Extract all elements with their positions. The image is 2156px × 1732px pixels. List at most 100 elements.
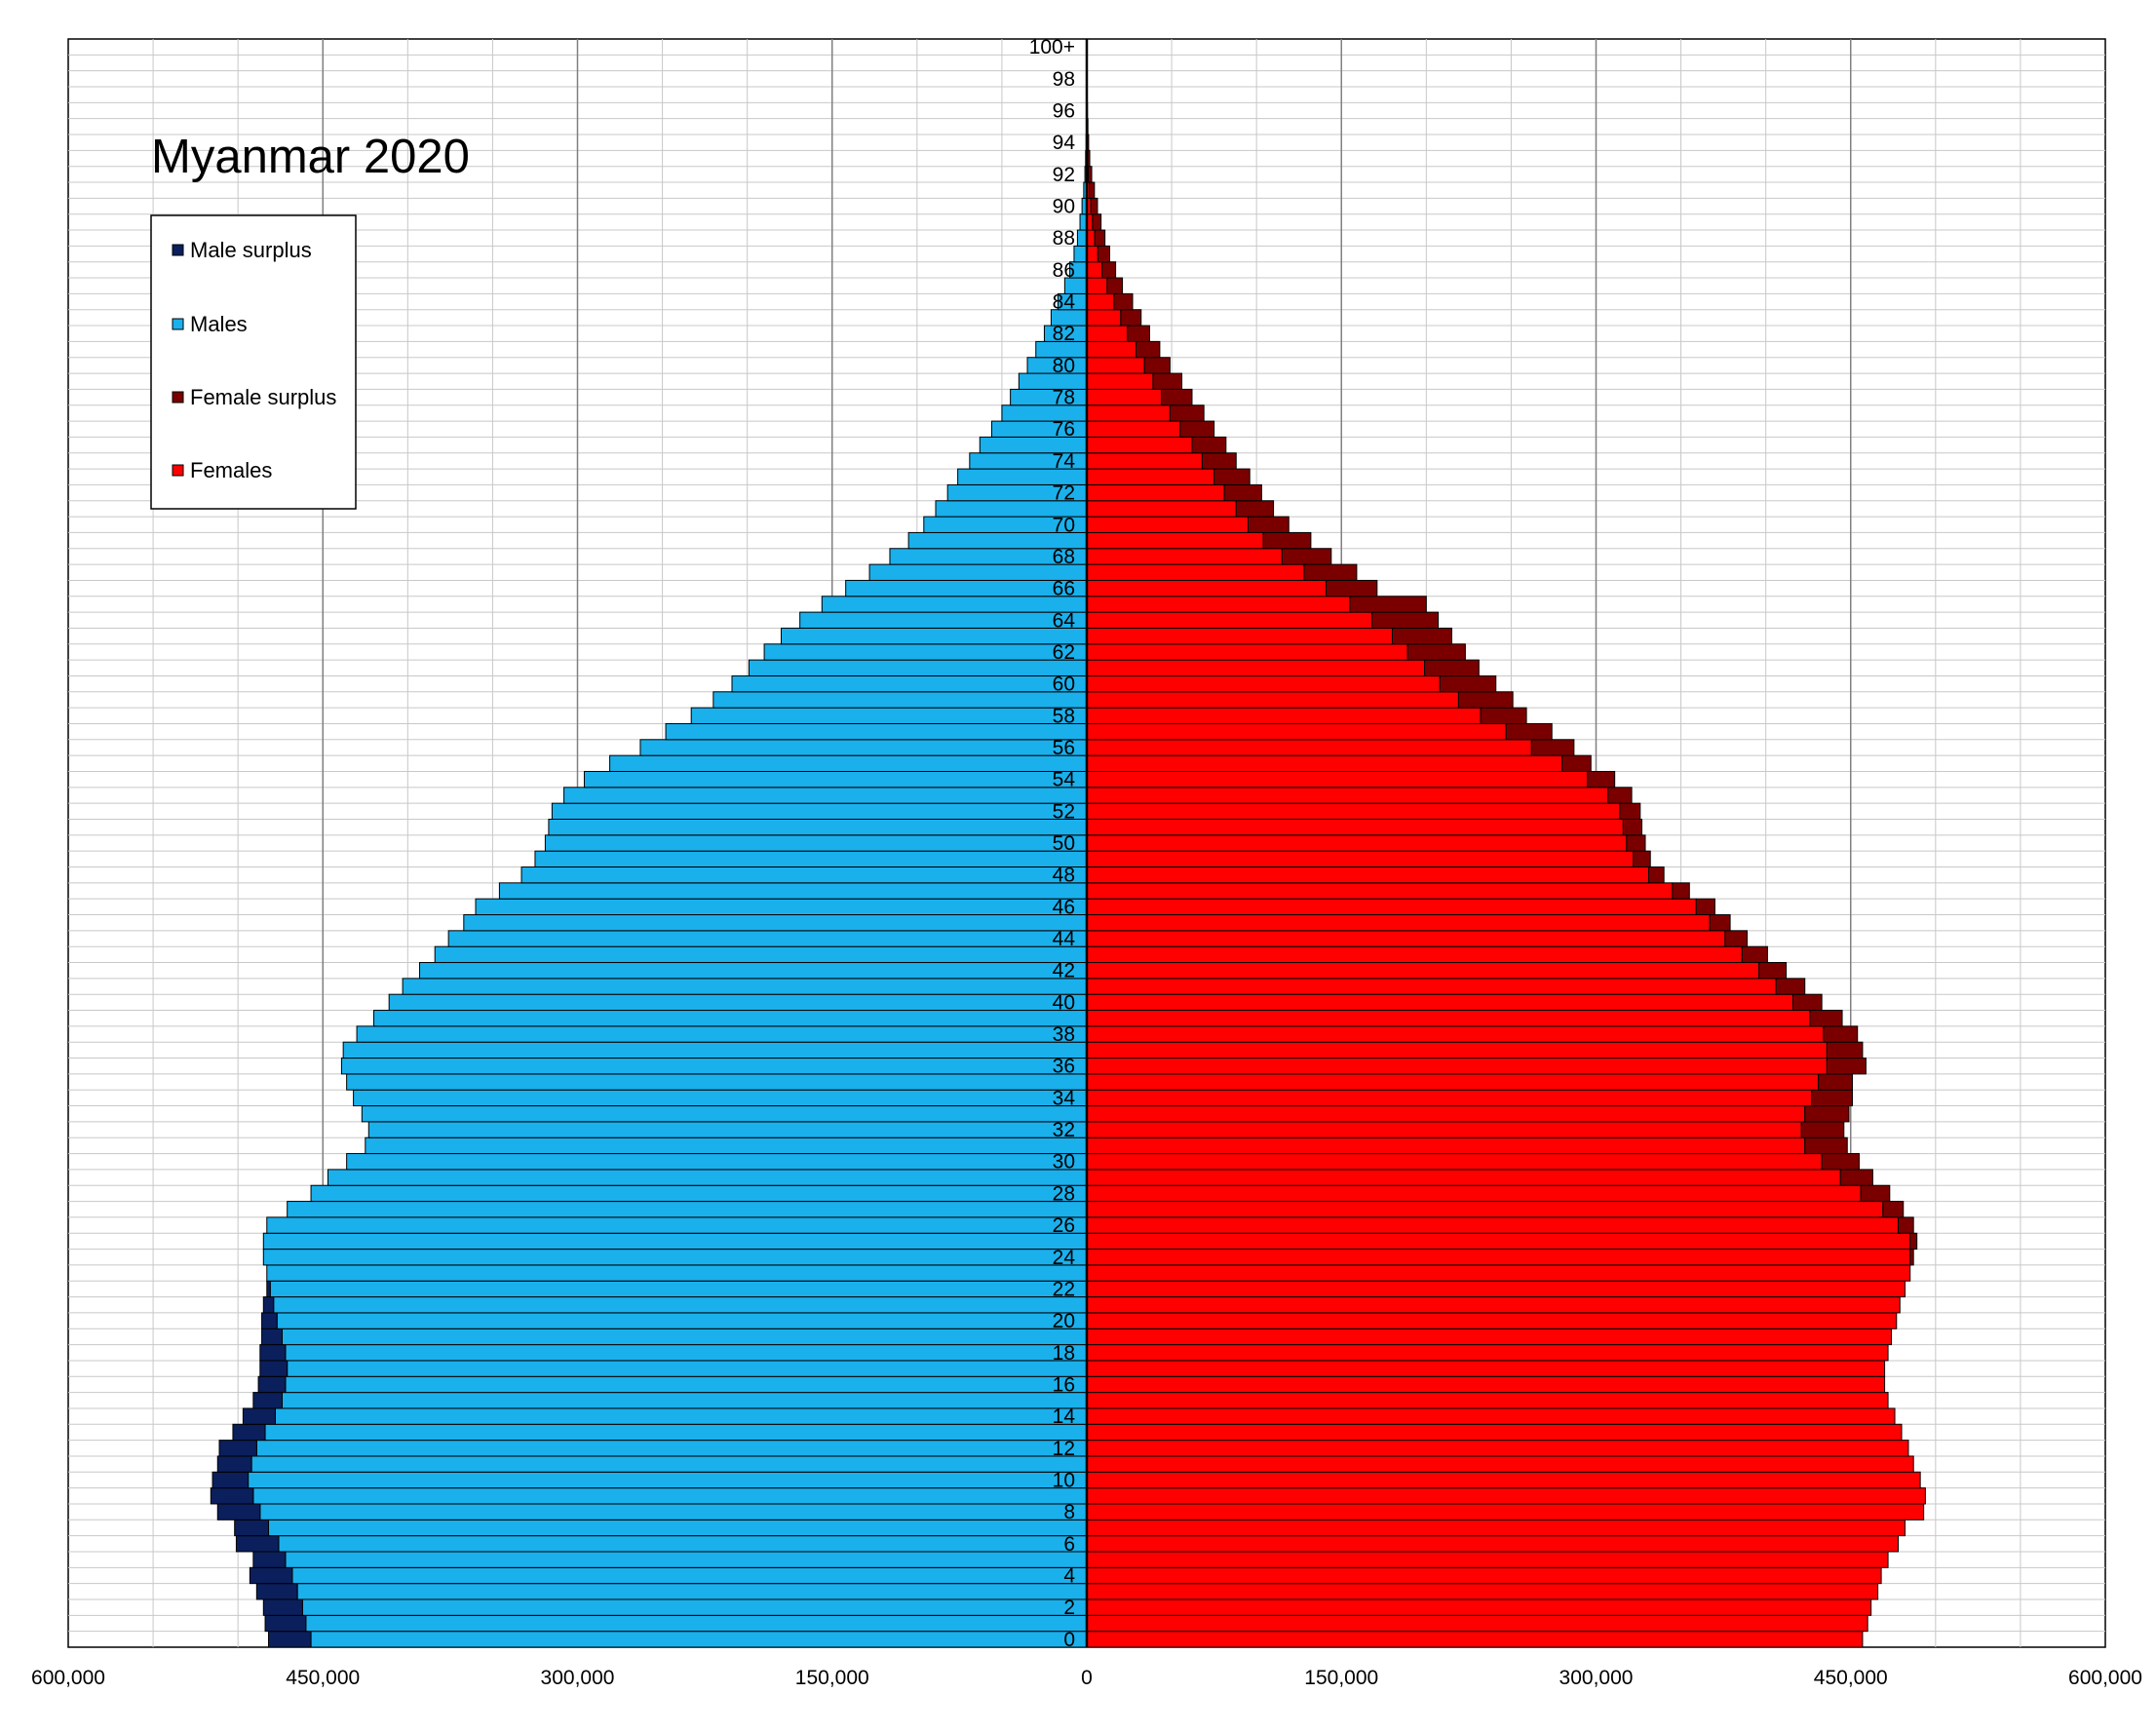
bar-male-surplus-age-20 [261,1312,278,1329]
age-label: 92 [1053,164,1075,186]
bar-female-surplus-age-43 [1741,945,1768,964]
bar-female-age-86 [1086,261,1103,279]
bar-male-surplus-age-6 [235,1535,280,1553]
age-label: 94 [1053,132,1076,154]
bar-female-surplus-age-42 [1758,962,1788,980]
bar-female-surplus-age-65 [1349,596,1427,613]
bar-female-surplus-age-80 [1143,357,1171,374]
bar-female-age-13 [1086,1423,1903,1442]
age-label: 74 [1053,450,1076,473]
bar-female-surplus-age-66 [1326,579,1378,597]
bar-female-age-54 [1086,770,1589,789]
bar-male-age-39 [373,1010,1088,1027]
bar-female-surplus-age-30 [1821,1153,1860,1171]
bar-female-surplus-age-58 [1480,707,1527,724]
age-label: 60 [1053,674,1075,696]
bar-female-surplus-age-77 [1169,404,1205,422]
bar-female-surplus-age-59 [1457,691,1514,709]
age-label: 22 [1053,1278,1075,1300]
age-label: 52 [1053,800,1075,823]
bar-female-age-19 [1086,1328,1893,1346]
bar-female-surplus-age-54 [1587,770,1616,789]
bar-female-surplus-age-67 [1303,563,1358,581]
age-tick-labels: 0246810121416182022242628303234363840424… [1029,36,1076,1651]
bar-female-surplus-age-53 [1607,787,1633,804]
bar-male-age-5 [285,1551,1088,1568]
age-label: 50 [1053,832,1075,855]
bar-male-age-65 [821,596,1088,613]
age-label: 70 [1053,514,1075,536]
bar-male-age-7 [268,1519,1088,1537]
bar-female-surplus-age-25 [1909,1232,1918,1251]
bar-female-surplus-age-73 [1213,468,1251,485]
age-label: 48 [1053,865,1075,887]
bar-female-age-81 [1086,340,1137,359]
bar-female-age-38 [1086,1025,1825,1043]
bar-male-age-50 [544,834,1088,852]
bar-female-age-6 [1086,1535,1900,1553]
bar-female-age-2 [1086,1598,1872,1616]
x-tick-label: 450,000 [1814,1667,1888,1689]
bar-male-age-52 [551,802,1088,820]
bar-female-age-21 [1086,1296,1901,1314]
age-label: 32 [1053,1119,1075,1141]
bar-female-age-70 [1086,516,1249,533]
bar-female-age-55 [1086,754,1563,772]
bar-female-surplus-age-47 [1672,882,1690,900]
bar-female-age-12 [1086,1440,1909,1457]
bar-female-age-62 [1086,643,1408,661]
bar-male-age-21 [273,1296,1088,1314]
bar-female-age-71 [1086,500,1237,518]
bar-male-age-19 [281,1328,1088,1346]
bar-male-age-3 [296,1583,1088,1600]
age-label: 90 [1053,196,1075,218]
bar-female-surplus-age-34 [1811,1089,1853,1107]
bar-female-surplus-age-27 [1882,1201,1905,1218]
age-label: 78 [1053,387,1075,409]
bar-female-age-41 [1086,978,1777,995]
bar-male-age-37 [342,1041,1088,1059]
bar-male-surplus-age-2 [262,1598,303,1616]
bar-female-age-73 [1086,468,1215,485]
bar-male-age-41 [402,978,1088,995]
bar-female-surplus-age-78 [1161,388,1193,406]
bar-male-surplus-age-17 [259,1360,289,1377]
bar-female-surplus-age-38 [1823,1025,1859,1043]
bar-female-age-77 [1086,404,1171,422]
bar-male-surplus-age-18 [259,1344,287,1362]
bar-female-age-85 [1086,277,1108,294]
legend-swatch-females [172,464,184,477]
bar-female-age-7 [1086,1519,1906,1537]
age-label: 100+ [1029,36,1075,58]
bar-male-age-61 [748,659,1088,676]
x-tick-label: 300,000 [1559,1667,1634,1689]
bar-female-age-82 [1086,325,1129,342]
bar-female-age-65 [1086,596,1351,613]
bar-female-surplus-age-82 [1127,325,1150,342]
bar-male-surplus-age-4 [249,1566,293,1585]
bar-female-age-20 [1086,1312,1898,1329]
bar-female-age-46 [1086,898,1697,916]
x-tick-label: 0 [1081,1667,1093,1689]
bar-male-age-35 [346,1073,1088,1091]
age-label: 76 [1053,418,1075,441]
bar-female-age-79 [1086,372,1154,390]
bar-male-age-32 [367,1121,1088,1138]
bar-female-age-50 [1086,834,1628,852]
age-label: 42 [1053,960,1075,982]
bar-male-age-27 [287,1201,1088,1218]
bar-female-surplus-age-56 [1530,739,1575,756]
x-tick-label: 300,000 [541,1667,615,1689]
age-label: 72 [1053,482,1075,505]
bar-male-age-66 [845,579,1088,597]
x-tick-label: 150,000 [795,1667,869,1689]
bar-female-age-60 [1086,674,1441,693]
bar-female-surplus-age-72 [1223,483,1262,502]
bar-female-surplus-age-63 [1392,627,1452,645]
bar-male-age-38 [356,1025,1088,1043]
age-label: 96 [1053,100,1075,123]
bar-female-surplus-age-68 [1281,548,1332,565]
legend-swatch-males [172,318,184,330]
legend-label-female-surplus: Female surplus [190,385,336,409]
bar-female-age-59 [1086,691,1459,709]
